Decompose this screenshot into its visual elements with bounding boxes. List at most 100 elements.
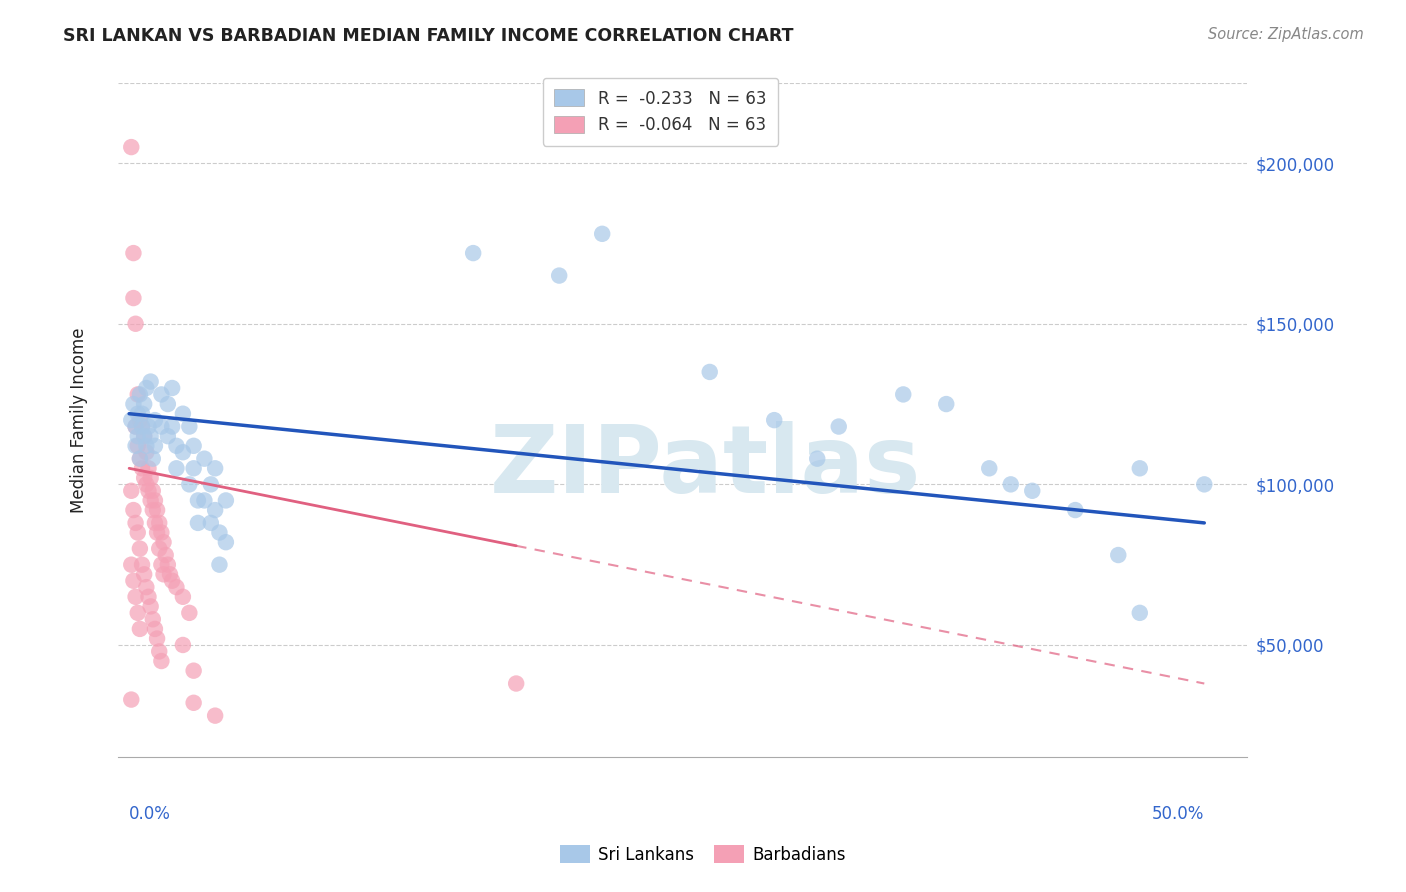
- Point: [165, 439, 187, 453]
- Point: [146, 632, 169, 646]
- Point: [763, 413, 786, 427]
- Point: [134, 397, 156, 411]
- Point: [146, 525, 169, 540]
- Point: [160, 381, 183, 395]
- Point: [120, 483, 142, 498]
- Point: [1000, 477, 1022, 491]
- Text: 0.0%: 0.0%: [129, 805, 172, 822]
- Point: [139, 471, 162, 485]
- Point: [134, 429, 156, 443]
- Point: [187, 516, 209, 530]
- Point: [124, 419, 146, 434]
- Point: [208, 558, 231, 572]
- Point: [150, 525, 173, 540]
- Point: [591, 227, 613, 241]
- Point: [160, 419, 183, 434]
- Point: [183, 439, 205, 453]
- Point: [193, 451, 215, 466]
- Point: [128, 451, 150, 466]
- Point: [124, 419, 146, 434]
- Point: [135, 381, 157, 395]
- Point: [138, 461, 160, 475]
- Point: [142, 503, 165, 517]
- Point: [179, 419, 201, 434]
- Point: [172, 638, 194, 652]
- Point: [124, 439, 146, 453]
- Point: [150, 419, 173, 434]
- Point: [127, 525, 149, 540]
- Point: [134, 471, 156, 485]
- Point: [128, 622, 150, 636]
- Point: [124, 516, 146, 530]
- Point: [179, 477, 201, 491]
- Point: [135, 580, 157, 594]
- Point: [122, 397, 145, 411]
- Point: [148, 516, 170, 530]
- Point: [138, 483, 160, 498]
- Point: [143, 516, 166, 530]
- Point: [172, 445, 194, 459]
- Point: [122, 246, 145, 260]
- Point: [152, 567, 174, 582]
- Point: [150, 387, 173, 401]
- Point: [120, 413, 142, 427]
- Point: [138, 590, 160, 604]
- Point: [143, 439, 166, 453]
- Legend: Sri Lankans, Barbadians: Sri Lankans, Barbadians: [553, 838, 853, 871]
- Point: [128, 541, 150, 556]
- Point: [179, 606, 201, 620]
- Point: [131, 407, 153, 421]
- Point: [828, 419, 851, 434]
- Point: [156, 558, 179, 572]
- Point: [1194, 477, 1216, 491]
- Point: [134, 429, 156, 443]
- Point: [150, 558, 173, 572]
- Point: [135, 445, 157, 459]
- Point: [187, 493, 209, 508]
- Point: [120, 140, 142, 154]
- Point: [127, 429, 149, 443]
- Point: [193, 493, 215, 508]
- Point: [127, 439, 149, 453]
- Point: [142, 483, 165, 498]
- Text: ZIPatlas: ZIPatlas: [489, 421, 921, 513]
- Point: [200, 477, 222, 491]
- Point: [150, 654, 173, 668]
- Point: [122, 291, 145, 305]
- Point: [138, 419, 160, 434]
- Point: [935, 397, 957, 411]
- Point: [699, 365, 721, 379]
- Point: [183, 696, 205, 710]
- Point: [148, 644, 170, 658]
- Point: [139, 375, 162, 389]
- Point: [143, 413, 166, 427]
- Point: [208, 525, 231, 540]
- Point: [127, 407, 149, 421]
- Point: [165, 580, 187, 594]
- Point: [156, 397, 179, 411]
- Point: [200, 516, 222, 530]
- Point: [1129, 461, 1152, 475]
- Point: [204, 708, 226, 723]
- Point: [124, 590, 146, 604]
- Point: [142, 451, 165, 466]
- Point: [142, 612, 165, 626]
- Point: [139, 599, 162, 614]
- Point: [135, 439, 157, 453]
- Point: [120, 558, 142, 572]
- Point: [165, 461, 187, 475]
- Point: [143, 622, 166, 636]
- Point: [131, 419, 153, 434]
- Point: [128, 413, 150, 427]
- Point: [122, 503, 145, 517]
- Point: [548, 268, 571, 283]
- Point: [215, 493, 238, 508]
- Point: [505, 676, 527, 690]
- Point: [134, 567, 156, 582]
- Point: [146, 503, 169, 517]
- Point: [124, 317, 146, 331]
- Point: [183, 664, 205, 678]
- Point: [172, 590, 194, 604]
- Point: [128, 387, 150, 401]
- Point: [215, 535, 238, 549]
